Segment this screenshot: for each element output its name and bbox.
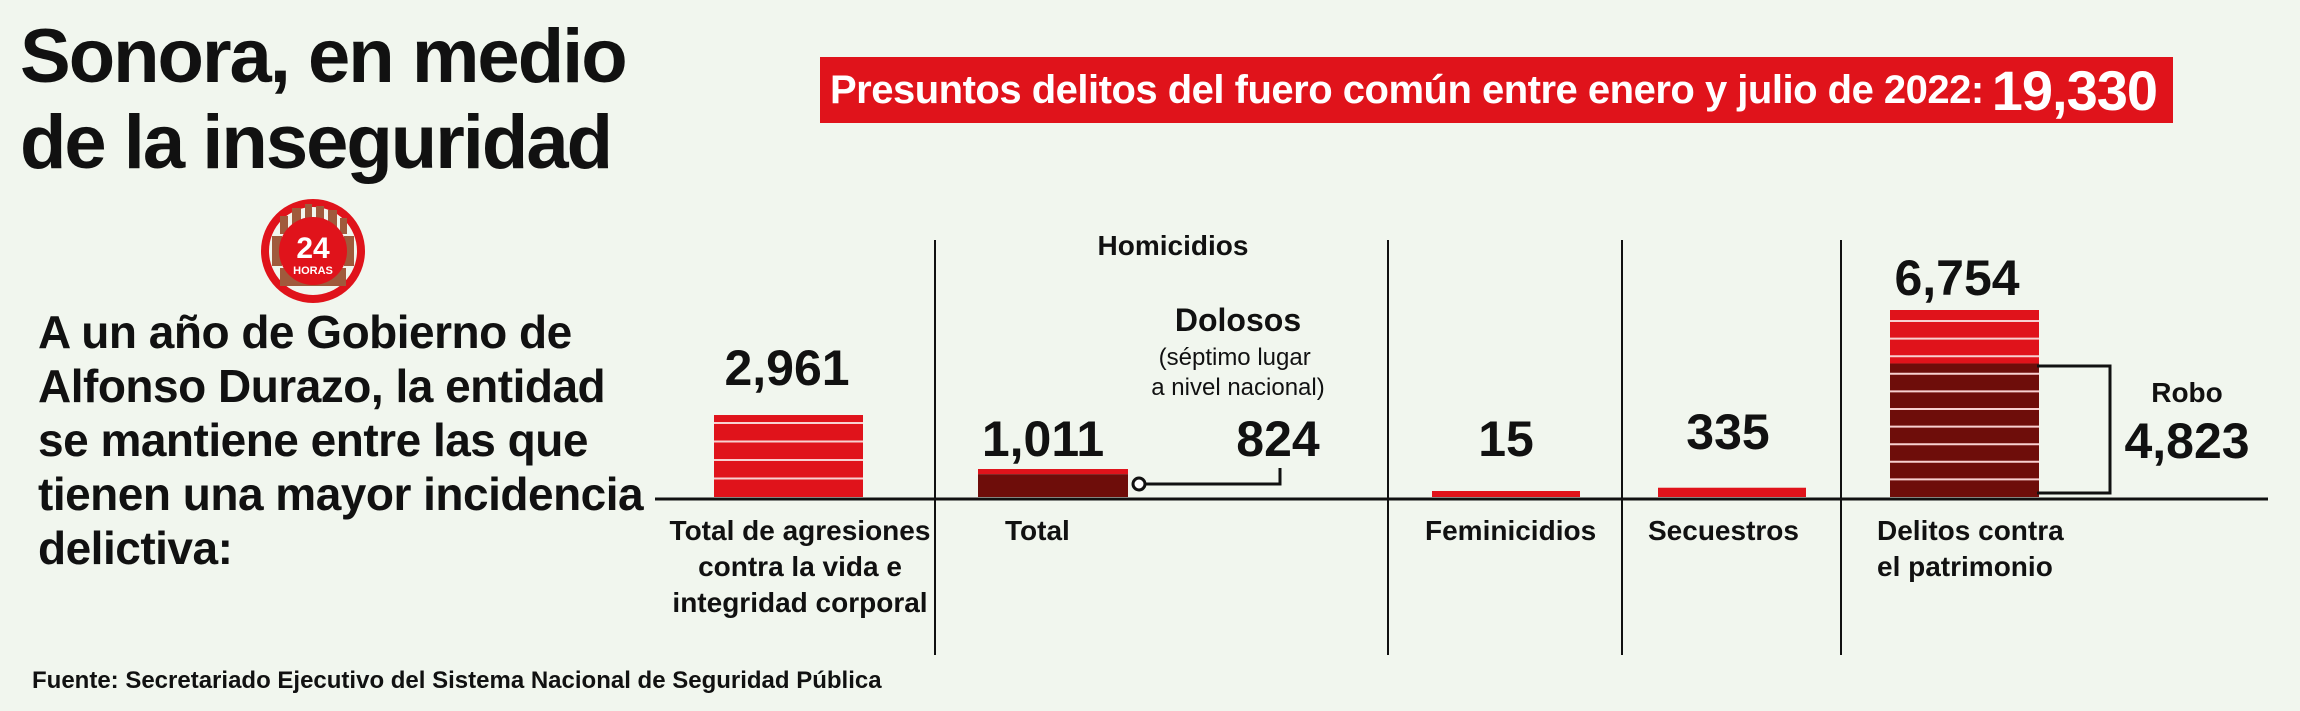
banner-label: Presuntos delitos del fuero común entre …: [830, 67, 1984, 112]
value-label: 1,011: [982, 411, 1104, 467]
page-title: Sonora, en medio de la inseguridad: [20, 14, 628, 185]
dolosos-connector-dot: [1131, 476, 1147, 492]
value-label: 6,754: [1894, 250, 2019, 306]
bar-patrimonio: [1890, 310, 2039, 364]
group-label-homicidios: Homicidios: [1098, 230, 1249, 261]
bar-homicidios-dolosos: [978, 474, 1128, 497]
robo-label: Robo: [2151, 377, 2223, 408]
value-label: 2,961: [724, 340, 849, 396]
total-banner: Presuntos delitos del fuero común entre …: [820, 57, 2173, 123]
robo-value: 4,823: [2124, 413, 2249, 469]
category-labels: Total de agresiones contra la vida e integ…: [670, 515, 2065, 618]
logo-word: HORAS: [293, 265, 333, 277]
bars-group: [714, 310, 2039, 497]
bar-2: [1432, 491, 1580, 497]
value-label: 15: [1478, 411, 1534, 467]
category-label: Delitos contra el patrimonio: [1877, 515, 2064, 582]
bar-3: [1658, 487, 1806, 497]
logo-number: 24: [296, 232, 330, 265]
category-label: Total: [1005, 515, 1070, 546]
bar-homicidios-total: [978, 469, 1128, 475]
category-label: Secuestros: [1648, 515, 1799, 546]
category-label: Feminicidios: [1425, 515, 1596, 546]
bar-patrimonio-robo: [1890, 363, 2039, 497]
dolosos-label: Dolosos: [1175, 302, 1301, 338]
bar-0: [714, 415, 863, 497]
24-horas-logo-icon: 24 HORAS: [261, 199, 365, 303]
dolosos-connector: [1144, 468, 1282, 486]
banner-total: 19,330: [1991, 58, 2158, 122]
robo-bracket: [2037, 364, 2112, 495]
dolosos-value: 824: [1236, 411, 1320, 467]
category-label: Total de agresiones contra la vida e integ…: [670, 515, 931, 618]
intro-text: A un año de Gobierno de Alfonso Durazo, …: [38, 306, 644, 574]
value-label: 335: [1686, 404, 1769, 460]
dolosos-note: (séptimo lugar a nivel nacional): [1151, 344, 1324, 401]
source-note: Fuente: Secretariado Ejecutivo del Siste…: [32, 667, 882, 694]
